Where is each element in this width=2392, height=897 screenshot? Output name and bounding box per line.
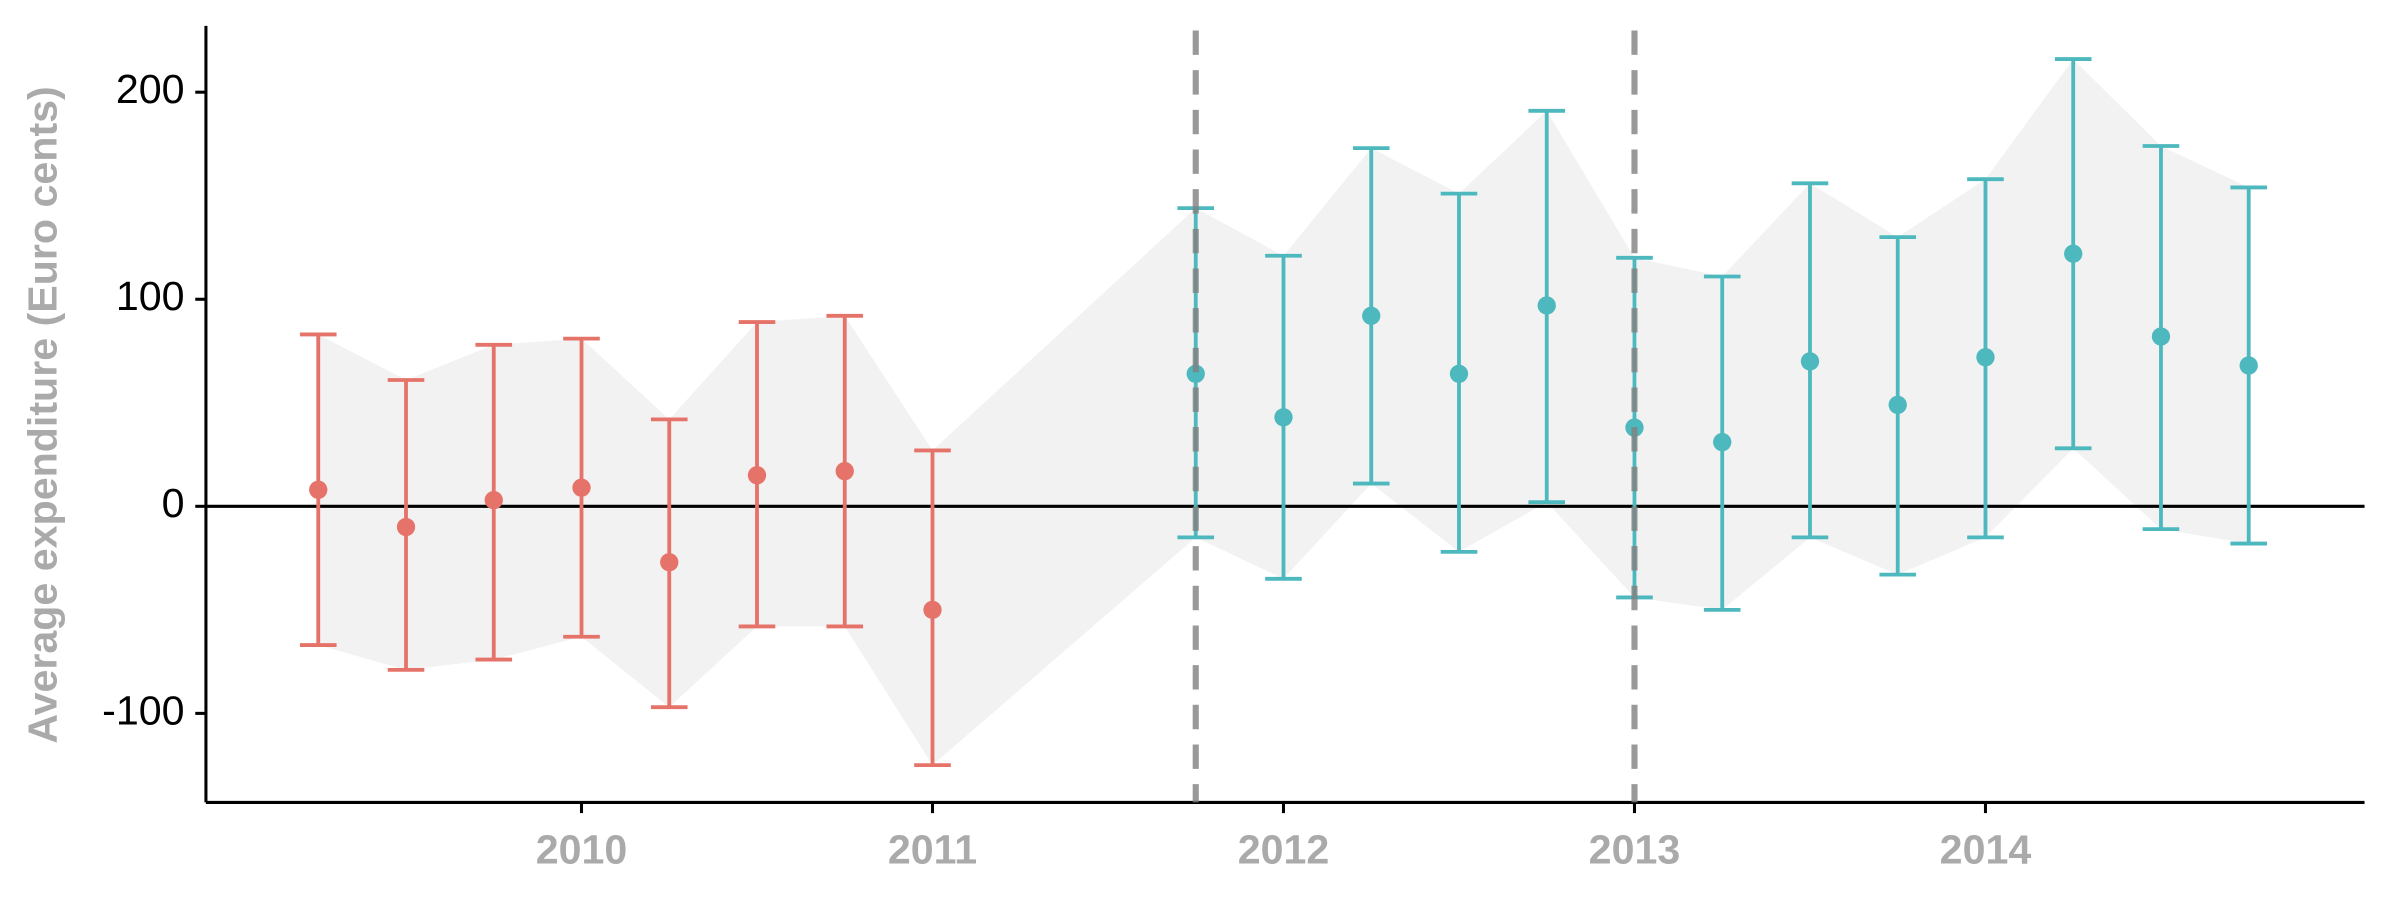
point <box>1186 364 1205 383</box>
point <box>2239 356 2258 375</box>
point <box>484 490 503 510</box>
point <box>747 466 767 485</box>
point <box>1537 296 1556 315</box>
y-axis-title: Average expenditure (Euro cents) <box>20 86 66 743</box>
y-tick-label: -100 <box>102 687 184 733</box>
point <box>2064 244 2083 263</box>
point <box>1713 432 1732 452</box>
point <box>1362 306 1381 325</box>
point <box>1888 395 1907 415</box>
x-tick-label: 2010 <box>536 827 628 873</box>
point <box>1449 364 1469 383</box>
y-tick-label: 0 <box>162 480 185 526</box>
x-tick-label: 2013 <box>1589 827 1681 873</box>
point <box>1800 352 1820 371</box>
point <box>660 553 679 572</box>
point <box>396 517 416 537</box>
point <box>309 480 328 499</box>
y-tick-label: 200 <box>116 66 185 112</box>
point <box>835 461 854 481</box>
y-tick-label: 100 <box>116 273 185 319</box>
point <box>2151 327 2171 346</box>
x-tick-label: 2014 <box>1940 827 2032 873</box>
point <box>923 600 942 620</box>
x-tick-label: 2012 <box>1238 827 1330 873</box>
point <box>572 478 591 497</box>
point <box>1976 348 1995 367</box>
x-tick-label: 2011 <box>888 827 977 873</box>
point <box>1274 408 1293 427</box>
